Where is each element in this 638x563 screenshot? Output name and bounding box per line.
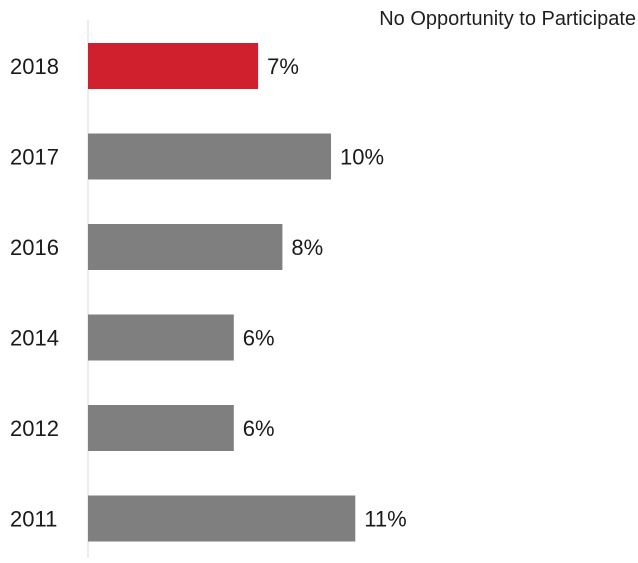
- value-label: 8%: [291, 235, 323, 260]
- bar-2014: [88, 314, 234, 361]
- value-label: 6%: [243, 326, 275, 351]
- category-label: 2011: [10, 507, 57, 532]
- bar-2016: [88, 224, 283, 270]
- bar-2011: [88, 495, 356, 542]
- category-label: 2016: [10, 235, 59, 260]
- bar-2017: [88, 133, 331, 180]
- category-label: 2014: [10, 326, 59, 351]
- chart-title: No Opportunity to Participate: [379, 8, 636, 30]
- category-label: 2012: [10, 416, 59, 441]
- value-label: 10%: [340, 145, 384, 170]
- bars-group: 2018 7% 2017 10% 2016 8% 2014 6% 2012 6% 2011 11%: [10, 43, 407, 542]
- value-label: 11%: [364, 507, 406, 532]
- category-label: 2018: [10, 54, 59, 79]
- category-label: 2017: [10, 145, 59, 170]
- value-label: 7%: [267, 54, 299, 79]
- bar-2018: [88, 43, 259, 89]
- value-label: 6%: [243, 416, 275, 441]
- bar-2012: [88, 405, 234, 451]
